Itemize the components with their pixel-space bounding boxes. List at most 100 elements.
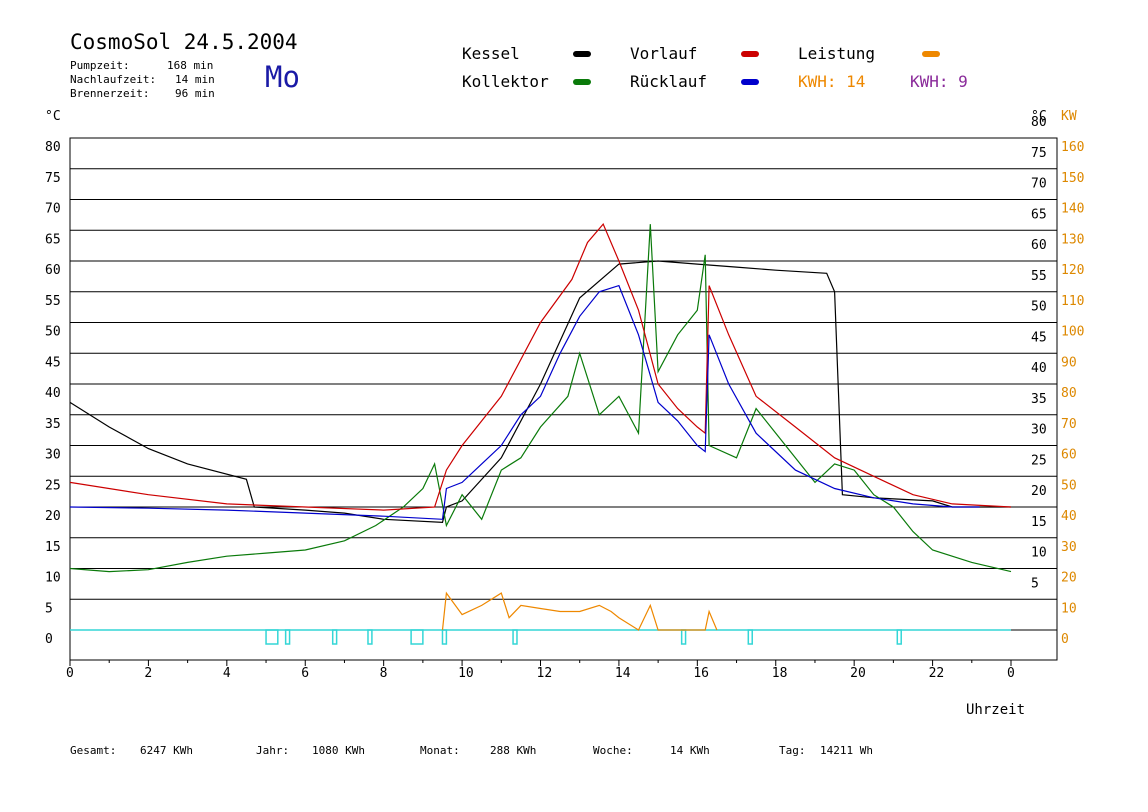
y-tick-label-kw: 110 — [1061, 294, 1084, 309]
y-tick-label-right: 5 — [1031, 576, 1039, 591]
y-tick-label-right: 55 — [1031, 269, 1047, 284]
y-tick-label-left: 75 — [45, 171, 61, 186]
x-tick-label: 16 — [693, 666, 709, 681]
series-line-vorlauf — [69, 222, 1012, 511]
legend-kessel-swatch — [573, 51, 591, 57]
footer-monat-label: Monat: — [420, 744, 460, 757]
y-tick-label-kw: 80 — [1061, 386, 1077, 401]
y-tick-label-left: 20 — [45, 509, 61, 524]
x-tick-label: 14 — [615, 666, 631, 681]
y-tick-label-right: 30 — [1031, 423, 1047, 438]
y-tick-label-kw: 40 — [1061, 509, 1077, 524]
series-line-rcklauf — [69, 284, 980, 520]
footer-woche-value: 14 KWh — [670, 744, 710, 757]
x-tick-label: 0 — [1007, 666, 1015, 681]
y-tick-label-kw: 20 — [1061, 571, 1077, 586]
y-tick-label-right: 60 — [1031, 238, 1047, 253]
footer-gesamt-value: 6247 KWh — [140, 744, 193, 757]
y-tick-label-kw: 70 — [1061, 417, 1077, 432]
stat-nachlaufzeit-value: 14 min — [175, 73, 215, 86]
y-tick-label-right: 80 — [1031, 115, 1047, 130]
x-tick-label: 4 — [223, 666, 231, 681]
right-axis-unit: °C — [1031, 109, 1047, 124]
pump-interval — [680, 629, 687, 645]
y-tick-label-kw: 30 — [1061, 540, 1077, 555]
y-tick-label-kw: 0 — [1061, 632, 1069, 647]
plot-frame — [69, 137, 1058, 661]
series-line-leistung — [441, 591, 718, 631]
footer-tag-value: 14211 Wh — [820, 744, 873, 757]
pump-interval — [747, 629, 753, 645]
y-tick-label-kw: 100 — [1061, 325, 1084, 340]
pump-interval — [896, 629, 902, 645]
y-tick-label-right: 35 — [1031, 392, 1047, 407]
chart-title: CosmoSol 24.5.2004 — [70, 30, 298, 54]
y-tick-label-kw: 140 — [1061, 202, 1084, 217]
pump-interval — [331, 629, 338, 645]
y-tick-label-left: 35 — [45, 417, 61, 432]
y-tick-label-right: 25 — [1031, 453, 1047, 468]
y-tick-label-left: 40 — [45, 386, 61, 401]
stat-nachlaufzeit-label: Nachlaufzeit: — [70, 73, 157, 86]
series-line-kessel — [69, 260, 1011, 524]
y-tick-label-left: 25 — [45, 478, 61, 493]
y-tick-label-kw: 10 — [1061, 601, 1077, 616]
y-tick-label-right: 15 — [1031, 515, 1047, 530]
y-tick-label-left: 10 — [45, 571, 61, 586]
series-line-kollektor — [69, 224, 1012, 573]
y-tick-label-kw: 150 — [1061, 171, 1084, 186]
pump-interval — [265, 629, 279, 645]
footer-jahr-label: Jahr: — [256, 744, 290, 757]
x-tick-label: 22 — [929, 666, 945, 681]
x-tick-label: 8 — [380, 666, 388, 681]
y-tick-label-left: 30 — [45, 448, 61, 463]
y-tick-label-right: 10 — [1031, 546, 1047, 561]
legend-kollektor-swatch — [573, 79, 591, 85]
y-tick-label-left: 65 — [45, 232, 61, 247]
footer-jahr-value: 1080 KWh — [312, 744, 365, 757]
legend-kollektor-label: Kollektor — [462, 72, 549, 91]
y-tick-label-kw: 160 — [1061, 140, 1084, 155]
y-tick-label-left: 45 — [45, 355, 61, 370]
footer-gesamt-label: Gesamt: — [70, 744, 117, 757]
footer-woche-label: Woche: — [593, 744, 633, 757]
legend-vorlauf-swatch — [741, 51, 759, 57]
legend-kwh-orange: KWH: 14 — [798, 72, 866, 91]
legend-kessel-label: Kessel — [462, 44, 520, 63]
x-tick-label: 10 — [458, 666, 474, 681]
y-tick-label-kw: 60 — [1061, 448, 1077, 463]
x-tick-label: 12 — [537, 666, 553, 681]
y-tick-label-left: 70 — [45, 202, 61, 217]
legend-vorlauf-label: Vorlauf — [630, 44, 698, 63]
y-tick-label-left: 0 — [45, 632, 53, 647]
stat-pumpzeit-label: Pumpzeit: — [70, 59, 130, 72]
y-tick-label-left: 50 — [45, 325, 61, 340]
stat-brennerzeit-value: 96 min — [175, 87, 215, 100]
y-tick-label-right: 70 — [1031, 177, 1047, 192]
pump-interval — [284, 629, 291, 645]
pump-interval — [367, 629, 373, 645]
footer-tag-label: Tag: — [779, 744, 806, 757]
y-tick-label-left: 55 — [45, 294, 61, 309]
y-tick-label-right: 75 — [1031, 146, 1047, 161]
y-tick-label-right: 45 — [1031, 330, 1047, 345]
x-tick-label: 6 — [301, 666, 309, 681]
legend-ruecklauf-swatch — [741, 79, 759, 85]
legend-leistung-label: Leistung — [798, 44, 876, 63]
left-axis-unit: °C — [45, 109, 61, 124]
right-axis-kw-unit: KW — [1061, 109, 1077, 124]
legend-kwh-purple: KWH: 9 — [910, 72, 968, 91]
y-tick-label-right: 20 — [1031, 484, 1047, 499]
pump-interval — [410, 629, 424, 645]
y-tick-label-left: 5 — [45, 601, 53, 616]
y-tick-label-kw: 130 — [1061, 232, 1084, 247]
legend-ruecklauf-label: Rücklauf — [630, 72, 708, 91]
x-axis-label: Uhrzeit — [966, 702, 1026, 718]
stat-brennerzeit-label: Brennerzeit: — [70, 87, 150, 100]
y-tick-label-right: 40 — [1031, 361, 1047, 376]
x-tick-label: 18 — [772, 666, 788, 681]
y-tick-label-right: 65 — [1031, 207, 1047, 222]
y-tick-label-left: 60 — [45, 263, 61, 278]
y-tick-label-kw: 90 — [1061, 355, 1077, 370]
